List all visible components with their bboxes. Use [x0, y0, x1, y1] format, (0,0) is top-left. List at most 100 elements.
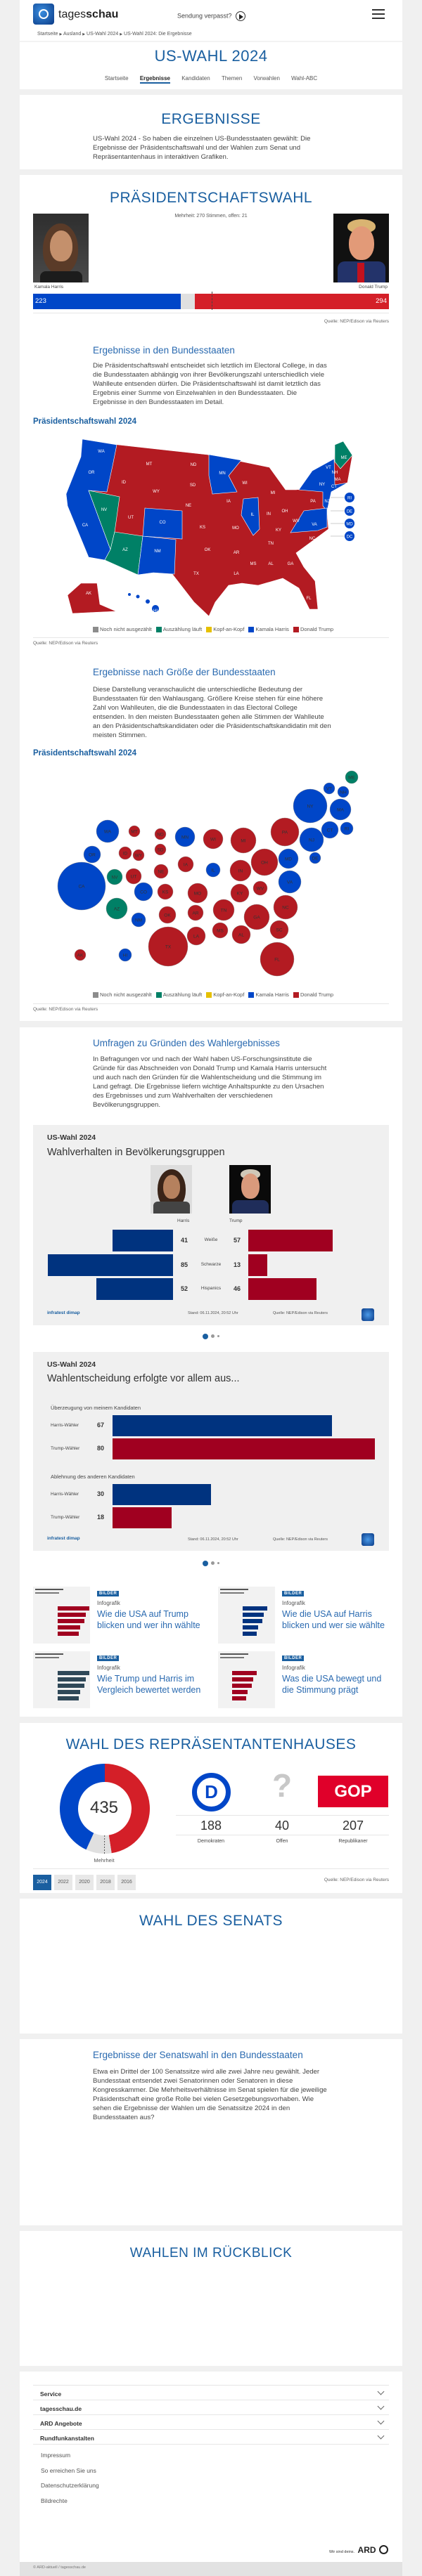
state-bubble-ut[interactable]: [125, 868, 142, 885]
teaser-title-link[interactable]: Wie die USA auf Trump blicken und wer ih…: [97, 1609, 200, 1630]
breadcrumb-item[interactable]: Startseite: [37, 32, 58, 37]
state-shape-az[interactable]: [104, 531, 143, 575]
teaser-title-link[interactable]: Wie Trump und Harris im Vergleich bewert…: [97, 1674, 201, 1695]
state-bubble-nv[interactable]: [106, 869, 123, 885]
state-bubble-hi[interactable]: [118, 948, 132, 962]
state-marker-ri[interactable]: [345, 493, 354, 502]
us-bubble-map[interactable]: ME VT NH NY MA WA MT ND MN WI MI PA NJ CT RI OR ID WY SD IA…: [0, 766, 422, 977]
state-shape-hi[interactable]: [146, 599, 150, 604]
state-shape-nm[interactable]: [137, 535, 177, 575]
state-bubble-nh[interactable]: [337, 786, 350, 798]
state-bubble-in[interactable]: [229, 859, 252, 882]
state-marker-de[interactable]: [345, 506, 354, 516]
state-bubble-or[interactable]: [83, 845, 101, 864]
state-bubble-wy[interactable]: [132, 849, 145, 861]
state-bubble-ny[interactable]: [293, 788, 328, 824]
footer-link-datenschutz[interactable]: Datenschutzerklärung: [41, 2482, 99, 2489]
state-bubble-ga[interactable]: [243, 904, 270, 930]
nav-tab-themen[interactable]: Themen: [221, 75, 243, 82]
state-shape-northeast[interactable]: [298, 458, 348, 512]
year-button-2016[interactable]: 2016: [117, 1875, 136, 1890]
state-bubble-ca[interactable]: [57, 861, 106, 911]
year-button-2018[interactable]: 2018: [96, 1875, 115, 1890]
state-bubble-az[interactable]: [106, 897, 128, 920]
state-bubble-vt[interactable]: [323, 782, 335, 795]
teaser-title-link[interactable]: Was die USA bewegt und die Stimmung präg…: [282, 1674, 382, 1695]
nav-tab-ergebnisse[interactable]: Ergebnisse: [139, 75, 170, 84]
state-shape-me[interactable]: [334, 441, 353, 469]
state-bubble-ky[interactable]: [230, 883, 250, 903]
state-shape-mn[interactable]: [208, 454, 242, 495]
nav-tab-kandidaten[interactable]: Kandidaten: [181, 75, 210, 82]
state-bubble-ks[interactable]: [157, 883, 174, 900]
state-bubble-la[interactable]: [186, 926, 206, 946]
logo-wordmark[interactable]: tagesschau: [58, 8, 118, 21]
breadcrumb-item[interactable]: Ausland: [63, 32, 82, 37]
hamburger-menu-icon[interactable]: [372, 9, 385, 19]
ard-logo[interactable]: Wir sind deins. ARD: [329, 2544, 388, 2556]
state-bubble-ar[interactable]: [187, 904, 204, 921]
carousel-dots[interactable]: [20, 1557, 402, 1570]
state-bubble-nd[interactable]: [154, 828, 167, 840]
state-shape-hi[interactable]: [136, 594, 140, 599]
state-shape-co[interactable]: [142, 507, 183, 540]
state-bubble-mn[interactable]: [174, 826, 196, 847]
footer-link-kontakt[interactable]: So erreichen Sie uns: [41, 2467, 96, 2474]
state-bubble-pa[interactable]: [270, 817, 300, 847]
year-button-2024[interactable]: 2024: [33, 1875, 51, 1890]
state-bubble-tx[interactable]: [148, 926, 188, 967]
state-bubble-il[interactable]: [205, 862, 221, 878]
state-bubble-fl[interactable]: [260, 942, 295, 977]
state-marker-dc[interactable]: [345, 531, 354, 541]
state-bubble-id[interactable]: [118, 846, 132, 860]
state-bubble-wa[interactable]: [96, 819, 120, 843]
state-bubble-mi[interactable]: [230, 827, 257, 854]
footer-link-bildrechte[interactable]: Bildrechte: [41, 2497, 68, 2504]
footer-accordion-service[interactable]: Service: [33, 2385, 389, 2400]
state-bubble-md[interactable]: [278, 848, 299, 869]
state-shape-hi[interactable]: [152, 605, 159, 612]
state-bubble-nj[interactable]: [299, 827, 324, 852]
state-bubble-nc[interactable]: [273, 895, 298, 920]
teaser-thumbnail[interactable]: [218, 1587, 275, 1644]
state-bubble-wv[interactable]: [252, 880, 268, 896]
state-marker-md[interactable]: [345, 519, 354, 528]
state-bubble-ma[interactable]: [329, 798, 352, 821]
state-bubble-ak[interactable]: [74, 949, 87, 961]
tagesschau-logo[interactable]: [33, 4, 54, 25]
year-button-2020[interactable]: 2020: [75, 1875, 94, 1890]
state-bubble-ok[interactable]: [158, 906, 177, 924]
state-shape-hi[interactable]: [128, 593, 131, 596]
state-bubble-sc[interactable]: [269, 920, 289, 939]
footer-accordion-ard-angebote[interactable]: ARD Angebote: [33, 2414, 389, 2429]
state-bubble-va[interactable]: [278, 870, 302, 894]
us-results-map[interactable]: WA OR CA NV ID MT WY UT CO AZ NM ND SD NE KS OK TX MN IA MO…: [0, 0, 422, 632]
teaser-thumbnail[interactable]: [218, 1651, 275, 1708]
state-bubble-ia[interactable]: [177, 856, 194, 873]
carousel-dots[interactable]: [20, 1330, 402, 1343]
teaser-title-link[interactable]: Wie die USA auf Harris blicken und wer s…: [282, 1609, 385, 1630]
teaser-thumbnail[interactable]: [33, 1587, 90, 1644]
footer-accordion-rundfunkanstalten[interactable]: Rundfunkanstalten: [33, 2429, 389, 2445]
nav-tab-vorwahlen[interactable]: Vorwahlen: [253, 75, 280, 82]
state-bubble-oh[interactable]: [250, 848, 279, 876]
footer-accordion-tagesschau[interactable]: tagesschau.de: [33, 2400, 389, 2414]
state-bubble-ct[interactable]: [321, 821, 339, 839]
state-bubble-co[interactable]: [134, 882, 153, 902]
breadcrumb-item[interactable]: US-Wahl 2024: [87, 32, 119, 37]
state-bubble-tn[interactable]: [212, 899, 235, 921]
state-bubble-nm[interactable]: [131, 912, 146, 928]
state-bubble-me[interactable]: [345, 770, 359, 784]
state-shape-ak[interactable]: [67, 583, 117, 614]
year-button-2022[interactable]: 2022: [54, 1875, 72, 1890]
state-shape-va-md[interactable]: [290, 507, 328, 533]
sendung-verpasst-link[interactable]: Sendung verpasst?: [177, 11, 246, 21]
state-bubble-sd[interactable]: [154, 843, 167, 856]
state-bubble-de[interactable]: [309, 852, 321, 864]
state-bubble-ms[interactable]: [212, 922, 229, 939]
state-bubble-al[interactable]: [231, 925, 251, 944]
teaser-thumbnail[interactable]: [33, 1651, 90, 1708]
state-shape-il[interactable]: [241, 497, 260, 536]
footer-link-impressum[interactable]: Impressum: [41, 2452, 71, 2459]
nav-tab-startseite[interactable]: Startseite: [104, 75, 129, 82]
